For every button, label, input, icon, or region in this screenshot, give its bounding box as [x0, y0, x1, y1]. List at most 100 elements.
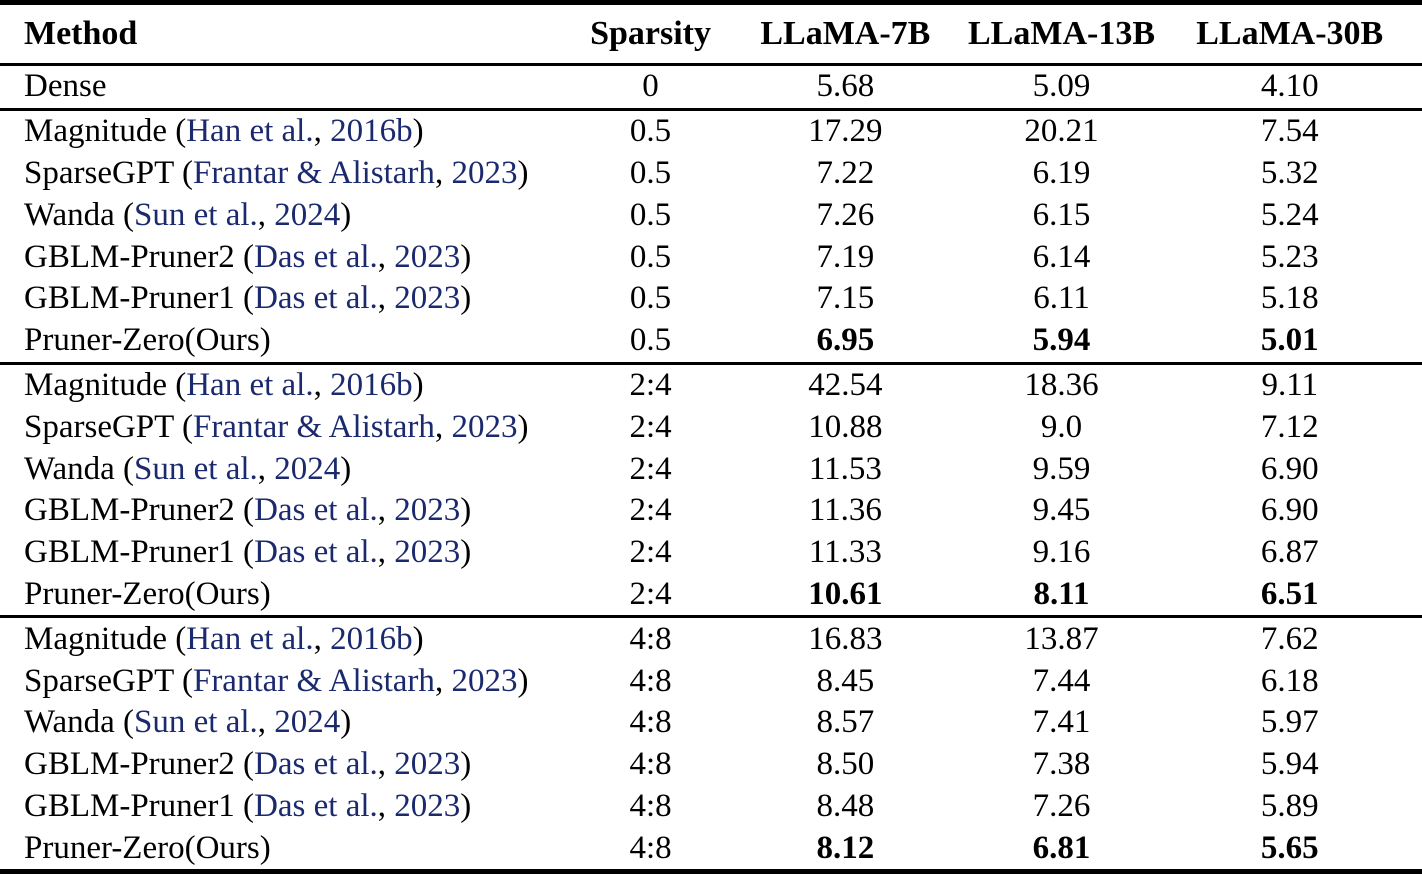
method-name-text: Wanda (: [24, 450, 135, 487]
perplexity-value-cell: 5.68: [816, 68, 875, 105]
table-bottom-rule: [0, 869, 1422, 874]
method-name-text: GBLM-Pruner2 (: [24, 238, 255, 275]
citation-year-link[interactable]: 2023: [394, 534, 461, 571]
perplexity-value-cell: 7.62: [1260, 620, 1319, 657]
method-name-text: SparseGPT (: [24, 408, 193, 445]
citation-author-link[interactable]: Sun et al.: [134, 450, 258, 487]
method-cell: GBLM-Pruner1 (Das et al., 2023): [0, 282, 576, 315]
perplexity-value-cell: 6.90: [1260, 492, 1319, 529]
citation-author-link[interactable]: Han et al.: [186, 113, 314, 150]
perplexity-value-cell: 7.26: [816, 196, 875, 233]
citation-separator: ,: [377, 492, 395, 529]
citation-year-link[interactable]: 2023: [451, 408, 518, 445]
citation-author-link[interactable]: Frantar & Alistarh: [192, 408, 435, 445]
method-cell: Pruner-Zero(Ours): [0, 575, 576, 612]
method-name-text: GBLM-Pruner1 (: [24, 534, 255, 571]
perplexity-value-cell: 8.12: [816, 829, 875, 866]
perplexity-value-cell: 16.83: [808, 620, 883, 657]
citation-author-link[interactable]: Das et al.: [254, 746, 378, 783]
perplexity-value-cell: 8.50: [816, 746, 875, 783]
citation-author-link[interactable]: Das et al.: [254, 280, 378, 317]
method-name-text: Pruner-Zero(Ours): [24, 322, 271, 359]
method-name-text: ): [412, 366, 424, 403]
citation-year-link[interactable]: 2023: [451, 662, 518, 699]
perplexity-value-cell: 8.11: [1033, 575, 1090, 612]
citation-separator: ,: [313, 366, 331, 403]
citation-year-link[interactable]: 2024: [274, 196, 341, 233]
sparsity-cell: 0.5: [629, 238, 672, 275]
perplexity-value-cell: 9.11: [1261, 366, 1318, 403]
method-name-text: ): [460, 280, 472, 317]
method-name-text: GBLM-Pruner2 (: [24, 492, 255, 529]
method-cell: Wanda (Sun et al., 2024): [0, 196, 576, 233]
citation-year-link[interactable]: 2016b: [330, 113, 413, 150]
citation-author-link[interactable]: Sun et al.: [134, 704, 258, 741]
table-row: Wanda (Sun et al., 2024) 4:8 8.57 7.41 5.97: [0, 702, 1422, 744]
citation-year-link[interactable]: 2023: [394, 492, 461, 529]
citation-year-link[interactable]: 2023: [394, 787, 461, 824]
method-cell: Magnitude (Han et al., 2016b): [0, 366, 576, 403]
citation-separator: ,: [434, 154, 452, 191]
perplexity-value-cell: 42.54: [808, 366, 883, 403]
table-row: Pruner-Zero(Ours) 2:4 10.61 8.11 6.51: [0, 574, 1422, 616]
method-name-text: ): [412, 620, 424, 657]
method-name-text: ): [340, 196, 352, 233]
citation-author-link[interactable]: Frantar & Alistarh: [192, 662, 435, 699]
method-name-text: Magnitude (: [24, 366, 187, 403]
perplexity-value-cell: 4.10: [1260, 68, 1319, 105]
perplexity-value-cell: 6.19: [1032, 154, 1091, 191]
method-name-text: ): [517, 154, 529, 191]
perplexity-value-cell: 9.16: [1032, 534, 1091, 571]
method-name-text: Pruner-Zero(Ours): [24, 575, 271, 612]
method-cell: SparseGPT (Frantar & Alistarh, 2023): [0, 408, 576, 445]
citation-author-link[interactable]: Das et al.: [254, 534, 378, 571]
citation-year-link[interactable]: 2016b: [330, 620, 413, 657]
col-header-llama-30b: LLaMA-30B: [1196, 15, 1384, 52]
sparsity-cell: 2:4: [629, 450, 672, 487]
table-row: SparseGPT (Frantar & Alistarh, 2023) 4:8 8…: [0, 660, 1422, 702]
citation-year-link[interactable]: 2024: [274, 704, 341, 741]
table-row: GBLM-Pruner1 (Das et al., 2023) 2:4 11.33 9…: [0, 532, 1422, 574]
table-row: GBLM-Pruner2 (Das et al., 2023) 2:4 11.36 9…: [0, 490, 1422, 532]
header-bottom-rule: [0, 63, 1422, 66]
table-row: GBLM-Pruner1 (Das et al., 2023) 4:8 8.48 7.…: [0, 786, 1422, 828]
method-name-text: GBLM-Pruner1 (: [24, 280, 255, 317]
perplexity-value-cell: 9.45: [1032, 492, 1091, 529]
citation-year-link[interactable]: 2023: [394, 238, 461, 275]
citation-author-link[interactable]: Han et al.: [186, 366, 314, 403]
section-divider-rule: [0, 361, 1422, 365]
citation-year-link[interactable]: 2024: [274, 450, 341, 487]
sparsity-cell: 0.5: [629, 113, 672, 150]
perplexity-value-cell: 6.87: [1260, 534, 1319, 571]
citation-year-link[interactable]: 2023: [394, 280, 461, 317]
sparsity-cell: 2:4: [629, 534, 672, 571]
sparsity-cell: 0.5: [629, 322, 672, 359]
citation-author-link[interactable]: Han et al.: [186, 620, 314, 657]
citation-separator: ,: [377, 787, 395, 824]
citation-year-link[interactable]: 2023: [451, 154, 518, 191]
sparsity-cell: 0.5: [629, 280, 672, 317]
perplexity-value-cell: 5.09: [1032, 68, 1091, 105]
perplexity-value-cell: 7.12: [1260, 408, 1319, 445]
sparsity-cell: 2:4: [629, 366, 672, 403]
citation-year-link[interactable]: 2023: [394, 746, 461, 783]
citation-author-link[interactable]: Das et al.: [254, 787, 378, 824]
table-row: SparseGPT (Frantar & Alistarh, 2023) 2:4 1…: [0, 406, 1422, 448]
perplexity-value-cell: 8.48: [816, 787, 875, 824]
citation-separator: ,: [313, 113, 331, 150]
method-cell: GBLM-Pruner2 (Das et al., 2023): [0, 238, 576, 275]
citation-author-link[interactable]: Frantar & Alistarh: [192, 154, 435, 191]
table-row: SparseGPT (Frantar & Alistarh, 2023) 0.5 7…: [0, 153, 1422, 195]
method-name-text: ): [460, 787, 472, 824]
citation-author-link[interactable]: Das et al.: [254, 238, 378, 275]
method-cell: Pruner-Zero(Ours): [0, 324, 576, 357]
perplexity-value-cell: 5.24: [1260, 196, 1319, 233]
perplexity-value-cell: 5.89: [1260, 787, 1319, 824]
method-cell: Magnitude (Han et al., 2016b): [0, 620, 576, 657]
citation-author-link[interactable]: Sun et al.: [134, 196, 258, 233]
citation-year-link[interactable]: 2016b: [330, 366, 413, 403]
citation-author-link[interactable]: Das et al.: [254, 492, 378, 529]
method-name-text: ): [517, 408, 529, 445]
method-name-text: ): [340, 704, 352, 741]
citation-separator: ,: [313, 620, 331, 657]
